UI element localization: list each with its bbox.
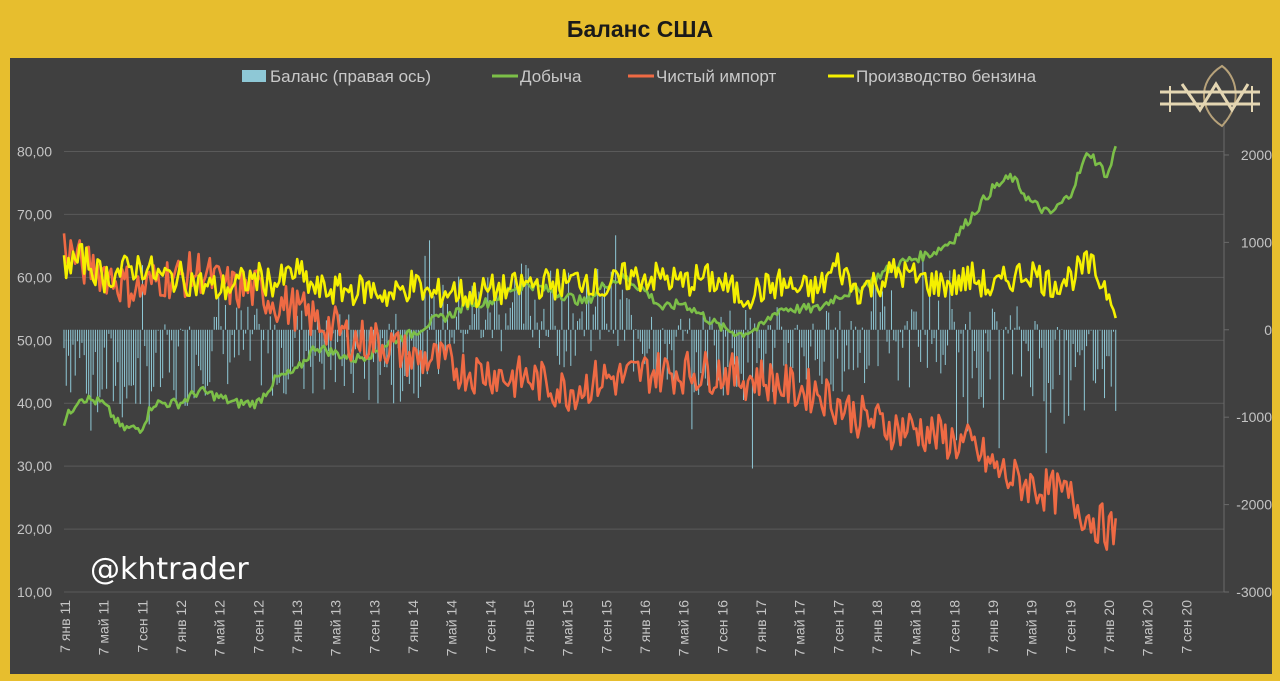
x-tick-label: 7 сен 15	[598, 600, 614, 654]
y-left-tick-label: 60,00	[17, 269, 52, 285]
y-left-tick-label: 80,00	[17, 143, 52, 159]
y-left-tick-label: 70,00	[17, 206, 52, 222]
watermark: @khtrader	[90, 552, 249, 587]
x-tick-label: 7 май 20	[1140, 600, 1156, 657]
y-right-tick-label: 0	[1264, 322, 1272, 338]
legend-label: Добыча	[520, 67, 582, 86]
y-axis-right: -3000 -2000 -1000 0 1000 2000	[1224, 147, 1272, 600]
x-tick-label: 7 янв 20	[1101, 600, 1117, 654]
x-tick-label: 7 сен 14	[482, 600, 498, 654]
y-right-tick-label: 1000	[1241, 234, 1272, 250]
series-lines	[62, 145, 1117, 551]
x-tick-label: 7 сен 16	[714, 600, 730, 654]
legend-label: Чистый импорт	[656, 67, 776, 86]
x-tick-label: 7 сен 13	[366, 600, 382, 654]
legend-label: Производство бензина	[856, 67, 1037, 86]
x-tick-label: 7 май 17	[792, 600, 808, 657]
x-tick-label: 7 янв 17	[753, 600, 769, 654]
x-tick-label: 7 май 19	[1024, 600, 1040, 657]
y-left-tick-label: 10,00	[17, 584, 52, 600]
x-tick-label: 7 сен 18	[946, 600, 962, 654]
x-tick-label: 7 янв 14	[405, 600, 421, 654]
legend-swatch	[242, 70, 266, 82]
x-tick-label: 7 янв 11	[57, 600, 73, 653]
x-tick-label: 7 сен 19	[1062, 600, 1078, 654]
x-tick-label: 7 май 12	[212, 600, 228, 657]
x-tick-label: 7 янв 16	[637, 600, 653, 654]
y-left-tick-label: 20,00	[17, 521, 52, 537]
y-right-tick-label: -1000	[1236, 409, 1272, 425]
x-tick-label: 7 май 18	[908, 600, 924, 657]
x-tick-label: 7 май 13	[328, 600, 344, 657]
x-tick-label: 7 май 16	[676, 600, 692, 657]
x-tick-label: 7 янв 18	[869, 600, 885, 654]
y-right-tick-label: 2000	[1241, 147, 1272, 163]
x-axis: 7 янв 11 7 май 11 7 сен 11 7 янв 12 7 май 12…	[57, 600, 1194, 657]
chart-title: Баланс США	[566, 15, 714, 42]
dobycha-line	[62, 145, 1117, 434]
benzin-line	[62, 243, 1117, 319]
y-right-tick-label: -3000	[1236, 584, 1272, 600]
gridlines	[64, 120, 1225, 593]
import-line	[62, 233, 1117, 551]
brand-logo	[1160, 64, 1260, 128]
legend-label: Баланс (правая ось)	[270, 67, 431, 86]
x-tick-label: 7 янв 19	[985, 600, 1001, 654]
legend: Баланс (правая ось) Добыча Чистый импорт Пр…	[242, 67, 1037, 86]
x-tick-label: 7 янв 15	[521, 600, 537, 654]
x-tick-label: 7 сен 11	[134, 600, 150, 653]
x-tick-label: 7 янв 12	[173, 600, 189, 654]
x-tick-label: 7 май 15	[560, 600, 576, 657]
x-tick-label: 7 сен 12	[250, 600, 266, 654]
x-tick-label: 7 май 14	[444, 600, 460, 657]
y-left-tick-label: 50,00	[17, 332, 52, 348]
balance-bars	[63, 235, 1117, 469]
x-tick-label: 7 сен 20	[1178, 600, 1194, 654]
y-axis-left: 10,00 20,00 30,00 40,00 50,00 60,00 70,00 80,00	[17, 143, 52, 600]
y-left-tick-label: 30,00	[17, 458, 52, 474]
y-left-tick-label: 40,00	[17, 395, 52, 411]
y-right-tick-label: -2000	[1236, 497, 1272, 513]
x-tick-label: 7 янв 13	[289, 600, 305, 654]
x-tick-label: 7 май 11	[96, 600, 112, 656]
x-tick-label: 7 сен 17	[830, 600, 846, 654]
